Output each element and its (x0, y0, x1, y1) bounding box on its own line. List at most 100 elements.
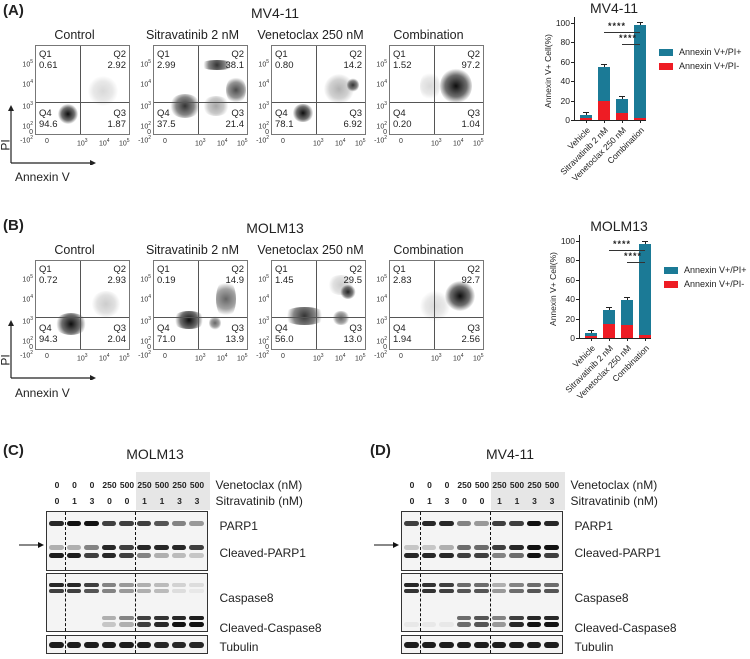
legend-swatch (664, 280, 678, 288)
y-tick-label: -102 (138, 135, 151, 145)
sitravatinib-dose: 1 (497, 496, 502, 506)
cell-population (88, 76, 118, 106)
protein-band (66, 521, 81, 526)
cell-population (169, 94, 201, 118)
x-tick-label: 105 (119, 353, 130, 363)
protein-band (84, 642, 99, 648)
legend-item: Annexin V+/PI- (664, 279, 744, 289)
y-tick-label: 103 (140, 316, 151, 326)
protein-band (509, 583, 524, 587)
quadrant-percent: 1.94 (393, 334, 412, 345)
bar-segment-pi-negative (585, 336, 597, 338)
venetoclax-dose: 250 (172, 480, 187, 490)
cell-population (172, 311, 206, 329)
panel-a-title: MV4-11 (251, 5, 299, 21)
protein-band (509, 616, 524, 620)
lane-divider (490, 574, 491, 631)
bar-segment-pi-positive (580, 115, 592, 119)
protein-band (154, 589, 169, 593)
x-tick (640, 120, 641, 123)
quadrant-name: Q1 (157, 49, 170, 60)
cell-population (226, 76, 246, 104)
y-tick (571, 42, 574, 44)
error-bar (622, 95, 623, 99)
protein-band (49, 583, 64, 587)
protein-band (136, 622, 151, 627)
quadrant-gate-horizontal (154, 317, 247, 318)
cell-population (282, 307, 327, 325)
bar-segment-pi-positive (598, 66, 610, 101)
venetoclax-dose: 500 (189, 480, 205, 490)
protein-band (101, 642, 116, 648)
quadrant-q4: Q4 94.3 (39, 323, 58, 345)
flow-plot-title: Sitravatinib 2 nM (145, 243, 240, 257)
y-tick-label: -102 (374, 135, 387, 145)
significance-stars: **** (608, 21, 627, 31)
x-tick-label: 105 (119, 138, 130, 148)
protein-band (509, 553, 524, 558)
y-tick-label: 102 (376, 336, 387, 346)
protein-band (189, 589, 204, 593)
protein-band (189, 616, 204, 620)
quadrant-percent: 94.6 (39, 119, 58, 130)
parp1-blot (46, 511, 208, 571)
sitravatinib-dose: 0 (462, 496, 467, 506)
quadrant-name: Q3 (113, 108, 126, 119)
y-axis (579, 235, 580, 338)
y-tick-label: 100 (555, 18, 570, 28)
flow-plot-title: Venetoclax 250 nM (257, 243, 364, 257)
protein-band (439, 622, 454, 627)
flow-plot: Q1 0.72 Q2 2.93 Q3 2.04 Q4 94.3 (35, 260, 130, 350)
protein-band (49, 589, 64, 593)
protein-band (171, 622, 186, 627)
protein-band (119, 616, 134, 620)
y-tick-label: 0 (265, 129, 269, 136)
quadrant-q4: Q4 1.94 (393, 323, 412, 345)
quadrant-q3: Q3 1.04 (462, 108, 481, 130)
protein-band (491, 553, 506, 558)
sitravatinib-dose: 1 (142, 496, 147, 506)
y-tick-label: 104 (140, 294, 151, 304)
protein-band (136, 616, 151, 620)
y-tick (571, 23, 574, 24)
quadrant-q1: Q1 1.45 (275, 264, 294, 286)
quadrant-percent: 14.2 (343, 60, 363, 71)
protein-band (404, 642, 419, 648)
quadrant-name: Q2 (231, 264, 244, 275)
protein-band (404, 589, 419, 593)
protein-band (171, 521, 186, 526)
quadrant-name: Q3 (231, 108, 244, 119)
venetoclax-dose: 250 (457, 480, 472, 490)
sitravatinib-label: Sitravatinib (nM) (570, 494, 658, 508)
protein-band (171, 589, 186, 593)
cleaved-band-arrow-icon (19, 542, 44, 548)
protein-band (171, 642, 186, 648)
venetoclax-dose: 0 (72, 480, 77, 490)
quadrant-q4: Q4 37.5 (157, 108, 176, 130)
quadrant-q4: Q4 56.0 (275, 323, 294, 345)
y-tick-label: 102 (258, 121, 269, 131)
protein-band (84, 521, 99, 526)
protein-band (456, 642, 471, 648)
protein-band (136, 583, 151, 587)
quadrant-gate-vertical (316, 46, 317, 134)
sitravatinib-dose: 1 (72, 496, 77, 506)
y-tick (571, 81, 574, 83)
legend-item: Annexin V+/PI+ (664, 265, 747, 275)
y-tick-label: 103 (258, 101, 269, 111)
quadrant-name: Q1 (393, 264, 406, 275)
panel-d-label: (D) (370, 442, 391, 459)
y-tick-label: 104 (140, 79, 151, 89)
y-tick (576, 260, 579, 262)
legend-item: Annexin V+/PI- (659, 61, 739, 71)
protein-band (49, 545, 64, 550)
y-tick-label: 100 (560, 236, 575, 246)
protein-band (136, 589, 151, 593)
protein-band (456, 521, 471, 526)
y-tick-label: -102 (374, 350, 387, 360)
x-tick-label: 103 (313, 353, 324, 363)
cell-population (445, 281, 475, 311)
sitravatinib-dose: 1 (427, 496, 432, 506)
quadrant-name: Q1 (275, 264, 288, 275)
quadrant-percent: 21.4 (225, 119, 245, 130)
